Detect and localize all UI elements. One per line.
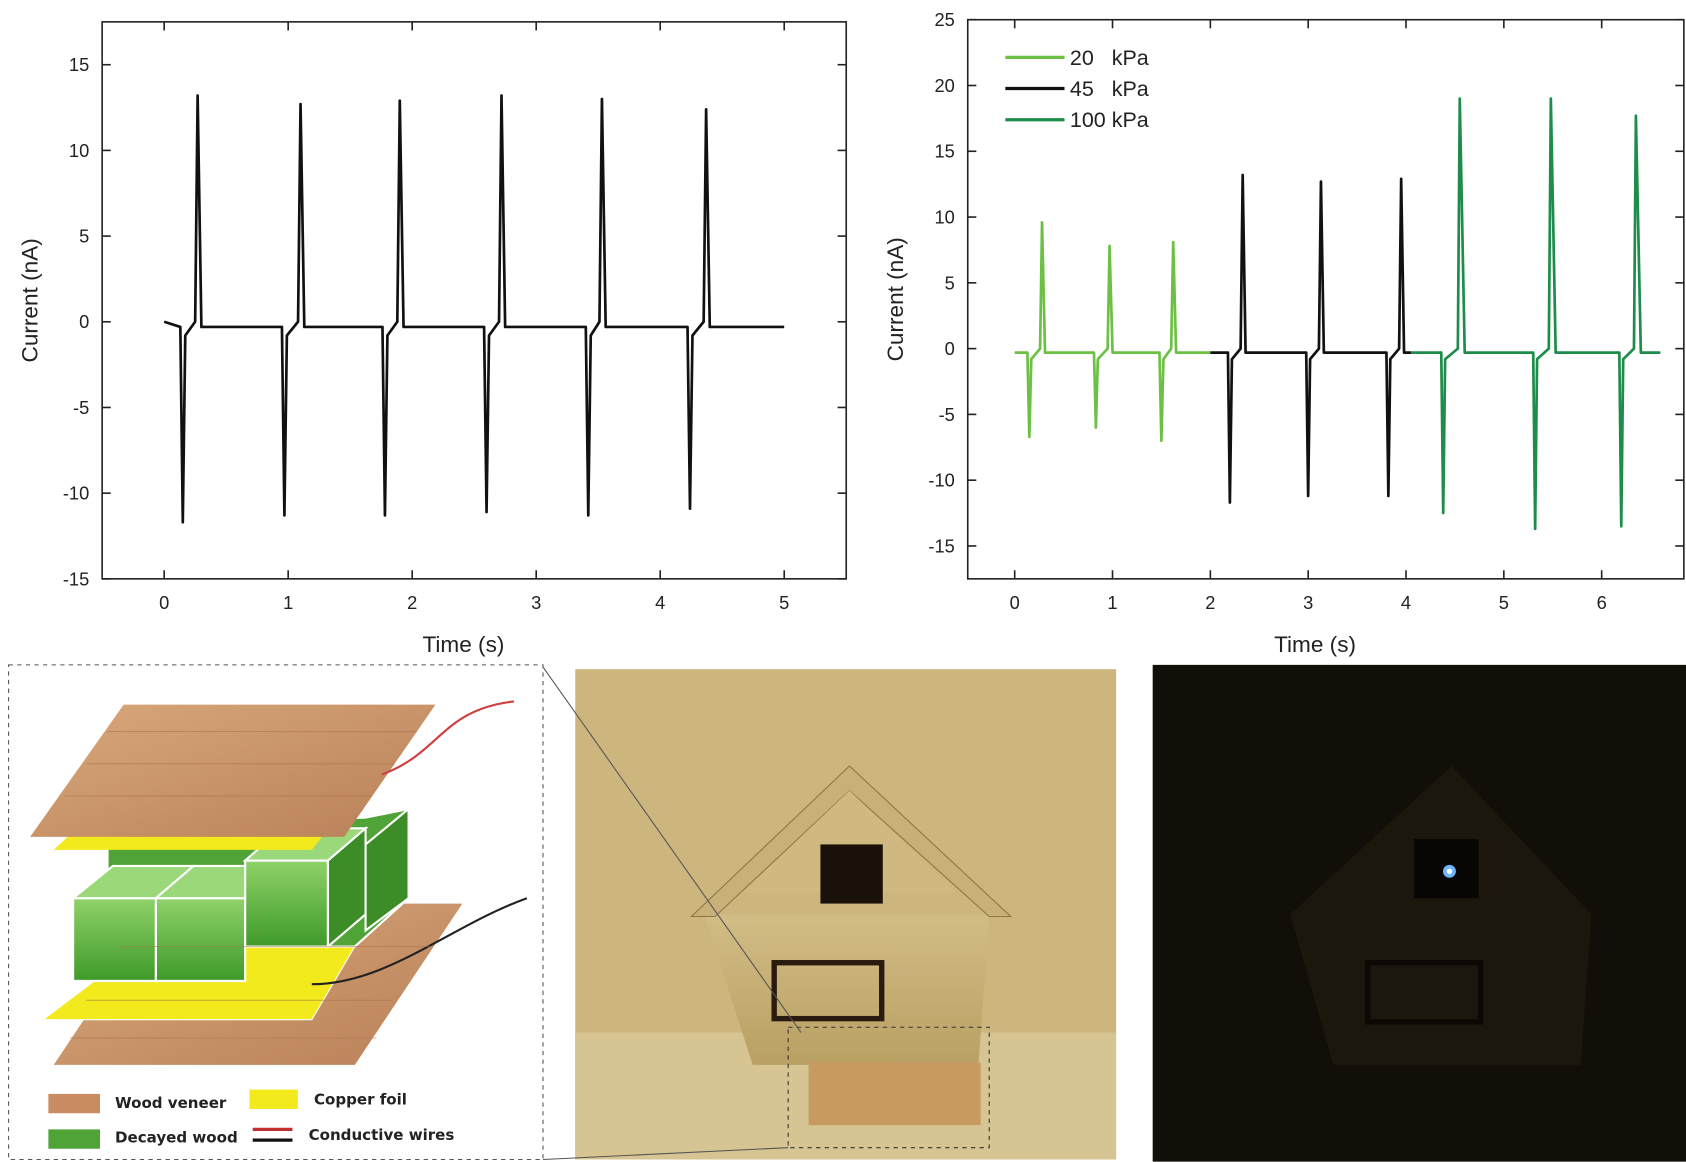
x-tick-label: 3 [531,592,541,613]
black-wire [311,897,528,986]
y-tick-label: -15 [928,535,954,556]
legend-swatch [249,1089,298,1109]
x-tick-label: 4 [1401,592,1411,613]
y-tick-label: 0 [79,311,89,332]
x-tick-label: 2 [407,592,417,613]
y-tick-label: 25 [934,9,954,30]
legend-label: 20 kPa [1070,46,1149,70]
house-door [1365,960,1484,1025]
y-axis-label: Current (nA) [883,237,908,361]
y-tick-label: -10 [63,483,89,504]
y-axis-label: Current (nA) [18,238,43,362]
led-core [1446,868,1453,875]
legend-label: Copper foil [314,1091,407,1109]
y-tick-label: -10 [928,470,954,491]
y-tick-label: -5 [73,397,89,418]
y-tick-label: -5 [939,404,955,425]
data-line [1210,173,1411,504]
data-line [1410,97,1661,531]
x-tick-label: 3 [1303,592,1313,613]
y-tick-label: -15 [63,568,89,589]
legend-swatch [48,1129,100,1149]
diagram-legend: Wood veneer Copper foil Decayed wood Con… [48,1089,455,1149]
legend-label: Conductive wires [309,1126,455,1144]
device-box [808,1062,981,1126]
diagram: Wood veneer Copper foil Decayed wood Con… [8,664,544,1161]
house-window [820,844,883,904]
x-tick-label: 5 [1499,592,1509,613]
house-gable [741,790,957,893]
y-tick-label: 15 [69,54,89,75]
x-tick-label: 6 [1597,592,1607,613]
data-line [163,94,785,524]
plot-frame [101,21,848,580]
legend-label: Wood veneer [115,1094,227,1112]
y-tick-label: 0 [945,338,955,359]
legend-label: Decayed wood [115,1128,238,1146]
x-tick-label: 1 [1107,592,1117,613]
x-axis-label: Time (s) [422,632,504,657]
house-roof [690,765,1013,918]
photo-house-dark [1152,664,1686,1162]
x-tick-label: 2 [1205,592,1215,613]
plot-frame [966,18,1685,580]
x-tick-label: 5 [779,592,789,613]
photo-house [542,666,1117,1161]
legend-label: 100 kPa [1070,108,1149,132]
y-tick-label: 20 [934,75,954,96]
house-wall [704,914,990,1065]
x-tick-label: 0 [1010,592,1020,613]
x-tick-label: 4 [655,592,665,613]
y-tick-label: 10 [934,207,954,228]
chart: 0 1 2 3 4 5 6 -15 -10 -5 0 5 10 15 20 25 Time (s) Current… [883,9,1685,657]
dashed-frame [8,664,544,1161]
y-tick-label: 10 [69,140,89,161]
data-line [1014,220,1211,443]
x-tick-label: 0 [159,592,169,613]
top-veneer [30,704,436,837]
legend-label: 45 kPa [1070,77,1149,101]
legend-swatch [48,1093,100,1114]
red-wire [381,700,515,776]
y-tick-label: 5 [945,272,955,293]
connector [542,1147,789,1161]
wood-grain [64,730,431,1039]
x-tick-label: 1 [283,592,293,613]
house-door [771,960,885,1022]
dashed-frame [787,1026,990,1149]
connector [542,666,802,1033]
y-tick-label: 15 [934,141,954,162]
chart: 0 1 2 3 4 5 -15 -10 -5 0 5 10 15 Time (s) Current (nA) [18,21,848,657]
y-tick-label: 5 [79,226,89,247]
x-axis-label: Time (s) [1274,632,1356,657]
